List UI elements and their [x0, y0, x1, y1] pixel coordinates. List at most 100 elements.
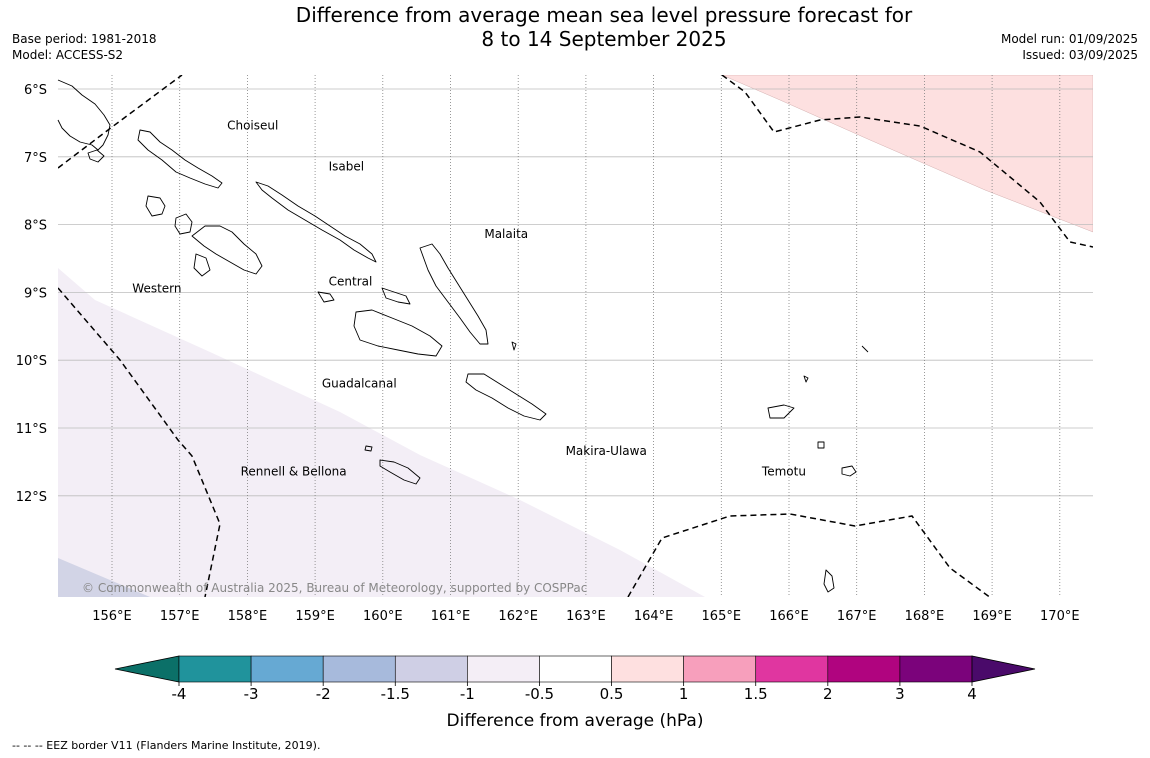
island-makira — [465, 373, 547, 421]
eez-border-west — [58, 287, 221, 597]
island-choiseul — [137, 129, 223, 189]
colorbar-swatch — [899, 655, 973, 683]
grid-lines — [58, 75, 1093, 597]
lon-label: 164°E — [634, 609, 674, 624]
region-label: Choiseul — [227, 119, 278, 133]
colorbar-tick-label: -1 — [460, 685, 475, 703]
lon-label: 165°E — [702, 609, 742, 624]
lon-label: 158°E — [228, 609, 268, 624]
lat-label: 11°S — [16, 422, 47, 437]
island-utupua — [817, 441, 825, 449]
anomaly-area-negative-weak — [58, 268, 705, 597]
colorbar-swatch — [467, 655, 540, 683]
island-new-georgia — [191, 225, 263, 275]
colorbar-extend-low — [114, 655, 180, 683]
eez-border-north-west — [58, 75, 183, 169]
model-name: Model: ACCESS-S2 — [12, 48, 124, 62]
island-rennell — [379, 459, 421, 485]
anomaly-area-negative-mid — [58, 558, 150, 597]
colorbar-swatch — [250, 655, 324, 683]
meta-right: Model run: 01/09/2025 Issued: 03/09/2025 — [1001, 31, 1138, 63]
region-label: Western — [132, 281, 181, 295]
lat-label: 9°S — [24, 286, 47, 301]
region-label: Isabel — [329, 159, 364, 173]
meta-left: Base period: 1981-2018 Model: ACCESS-S2 — [12, 31, 157, 63]
lon-label: 163°E — [566, 609, 606, 624]
eez-borders — [58, 75, 1093, 597]
colorbar-extend-high — [971, 655, 1036, 683]
island-guadalcanal — [353, 309, 443, 357]
colorbar: -4 -3 -2 -1.5 -1 -0.5 0.5 1 1.5 2 3 4 — [114, 655, 1036, 703]
island-kolombangara — [174, 213, 193, 235]
island-sikaiana — [511, 341, 517, 351]
footnote: -- -- -- EEZ border V11 (Flanders Marine… — [12, 739, 321, 752]
lat-label: 6°S — [24, 83, 47, 98]
colorbar-tick-label: -3 — [244, 685, 259, 703]
eez-border-north-east — [721, 75, 1093, 248]
model-run: Model run: 01/09/2025 — [1000, 32, 1138, 46]
lon-label: 167°E — [837, 609, 877, 624]
island-malaita — [419, 243, 489, 345]
region-label: Guadalcanal — [322, 376, 397, 390]
island-vanikoro — [841, 465, 857, 477]
title-line-1: Difference from average mean sea level p… — [295, 3, 913, 27]
lat-label: 8°S — [24, 219, 47, 234]
island-duff — [803, 375, 809, 383]
island-isabel — [255, 181, 377, 263]
lat-label: 7°S — [24, 151, 47, 166]
lon-label: 168°E — [905, 609, 945, 624]
lon-label: 170°E — [1040, 609, 1080, 624]
lon-label: 166°E — [769, 609, 809, 624]
colorbar-swatch — [178, 655, 252, 683]
colorbar-swatch — [539, 655, 612, 683]
colorbar-tick-label: -4 — [172, 685, 187, 703]
colorbar-swatch — [611, 655, 684, 683]
copyright-text: © Commonwealth of Australia 2025, Bureau… — [82, 581, 587, 595]
lon-label: 162°E — [498, 609, 538, 624]
colorbar-tick-label: -1.5 — [381, 685, 410, 703]
colorbar-tick-label: -0.5 — [525, 685, 554, 703]
issued-date: Issued: 03/09/2025 — [1022, 48, 1138, 62]
region-labels: Choiseul Isabel Malaita Western Central Guada… — [132, 119, 806, 479]
colorbar-swatch — [394, 655, 468, 683]
region-label: Makira-Ulawa — [566, 444, 647, 458]
colorbar-tick-label: 1 — [679, 685, 689, 703]
colorbar-label: Difference from average (hPa) — [447, 711, 704, 731]
title-line-2: 8 to 14 September 2025 — [481, 27, 727, 51]
island-russell — [317, 291, 335, 303]
anomaly-area-positive-weak — [721, 75, 1093, 233]
island-small-bougainville — [87, 149, 105, 163]
lon-label: 159°E — [295, 609, 335, 624]
eez-border-south-east — [627, 513, 991, 597]
island-vella-lavella — [145, 195, 166, 217]
region-label: Rennell & Bellona — [241, 464, 347, 478]
lon-label: 161°E — [431, 609, 471, 624]
lon-label: 156°E — [92, 609, 132, 624]
colorbar-tick-label: -2 — [316, 685, 331, 703]
region-label: Central — [329, 275, 373, 289]
lon-label: 157°E — [160, 609, 200, 624]
island-anuta — [823, 569, 835, 593]
lon-label: 160°E — [363, 609, 403, 624]
colorbar-tick-label: 3 — [895, 685, 905, 703]
colorbar-swatch — [322, 655, 396, 683]
colorbar-swatch — [827, 655, 901, 683]
island-tikopia — [861, 345, 869, 353]
island-nggela — [381, 287, 411, 305]
island-rendova — [193, 253, 211, 277]
base-period: Base period: 1981-2018 — [12, 32, 157, 46]
islands — [57, 79, 869, 593]
colorbar-tick-label: 2 — [823, 685, 833, 703]
colorbar-swatch — [755, 655, 829, 683]
lat-label: 12°S — [16, 490, 47, 505]
island-santa-cruz — [767, 404, 795, 419]
island-bougainville — [57, 79, 111, 151]
colorbar-tick-label: 0.5 — [600, 685, 624, 703]
axis-labels: 6°S 7°S 8°S 9°S 10°S 11°S 12°S 156°E 157°E 158°E 1… — [16, 83, 1080, 624]
region-label: Malaita — [484, 227, 528, 241]
anomaly-shading — [58, 75, 1093, 597]
region-label: Temotu — [761, 464, 806, 478]
colorbar-tick-label: 1.5 — [744, 685, 768, 703]
lat-label: 10°S — [16, 354, 47, 369]
